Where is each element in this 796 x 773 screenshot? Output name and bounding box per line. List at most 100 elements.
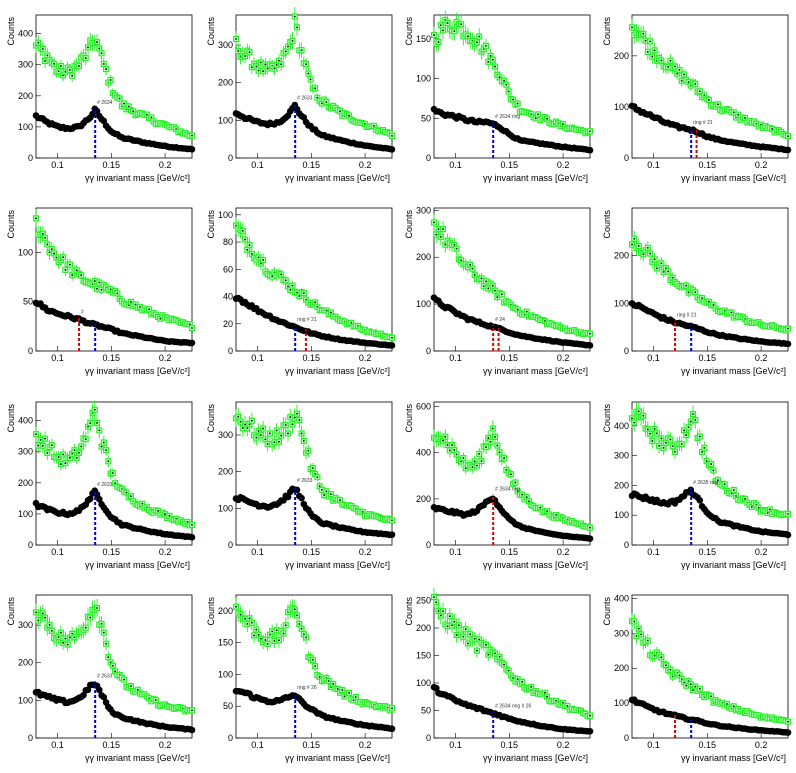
green-series-center	[671, 445, 674, 448]
green-series-center	[59, 463, 62, 466]
plot-frame	[35, 207, 193, 352]
black-series-point	[586, 146, 594, 154]
green-series-center	[127, 105, 130, 108]
green-series-center	[284, 279, 287, 282]
x-tick-label: 0.1	[251, 160, 264, 170]
black-series-point	[388, 531, 396, 538]
y-tick-label: 100	[218, 115, 233, 125]
green-series-center	[239, 613, 242, 616]
x-tick-label: 0.15	[501, 740, 519, 750]
green-series-center	[105, 449, 107, 452]
green-series-center	[62, 642, 65, 644]
x-tick-label: 0.2	[159, 353, 172, 363]
green-series-center	[669, 438, 672, 441]
y-tick-label: 100	[18, 695, 33, 705]
green-series-center	[154, 699, 157, 702]
green-series-center	[476, 41, 478, 44]
x-axis-label: γγ invariant mass [GeV/c²]	[85, 173, 190, 183]
plot-frame	[631, 14, 789, 159]
green-series-center	[336, 688, 339, 690]
black-series-point	[696, 497, 704, 504]
green-series-center	[307, 72, 310, 75]
y-tick-label: 100	[416, 678, 431, 688]
green-series-center	[62, 74, 65, 77]
y-tick-label: 200	[218, 78, 233, 88]
green-series-center	[348, 692, 350, 694]
chart-panel-16: 0 100 200 300 400 0.1 0.15 0.2 γγ invariant mass…	[602, 593, 792, 763]
green-series-center	[100, 445, 103, 448]
green-series-center	[296, 614, 298, 617]
green-series-center	[646, 639, 649, 642]
green-series-center	[64, 462, 67, 465]
green-series-center	[566, 705, 569, 707]
green-series-center	[255, 65, 258, 68]
y-tick-label: 200	[614, 480, 629, 490]
green-series-center	[473, 460, 476, 463]
y-tick-label: 200	[18, 91, 33, 101]
green-series-center	[494, 436, 496, 438]
green-series-center	[546, 117, 548, 120]
green-series-center	[50, 444, 53, 447]
green-series-center	[69, 636, 71, 639]
green-series-center	[439, 24, 442, 27]
green-series-center	[284, 424, 287, 426]
y-tick-label: 100	[218, 503, 233, 513]
y-tick-label: 100	[614, 102, 629, 112]
green-series-center	[435, 233, 438, 236]
green-series-center	[300, 432, 303, 435]
green-series-center	[191, 709, 193, 712]
green-series-center	[307, 449, 310, 452]
green-series-center	[53, 62, 55, 65]
y-axis-label: Counts	[6, 597, 16, 626]
green-series-center	[237, 50, 240, 52]
plot-frame	[631, 207, 789, 352]
green-series-center	[93, 408, 96, 411]
green-series-center	[309, 78, 312, 81]
green-series-center	[487, 60, 490, 63]
y-tick-label: 300	[218, 430, 233, 440]
green-series-center	[246, 622, 249, 625]
green-series-center	[130, 685, 132, 687]
green-series-center	[446, 444, 449, 446]
chart-panel-5: 0 50 100 0.1 0.15 0.2 γγ invariant mass [GeV/c…	[6, 207, 196, 376]
green-series-center	[118, 97, 121, 100]
x-tick-label: 0.1	[51, 547, 64, 557]
green-series-center	[391, 707, 393, 710]
black-series-point	[784, 531, 792, 539]
green-series-center	[41, 444, 44, 447]
green-series-center	[298, 623, 301, 625]
green-series-center	[287, 285, 289, 288]
green-series-center	[662, 446, 665, 449]
green-series-center	[442, 29, 444, 32]
green-series-center	[69, 263, 71, 266]
green-series-center	[248, 51, 251, 54]
green-series-center	[163, 513, 166, 516]
green-series-center	[300, 627, 303, 630]
y-tick-label: 400	[416, 448, 431, 458]
y-tick-label: 200	[218, 606, 233, 616]
green-series-center	[114, 670, 117, 673]
green-series-center	[546, 695, 548, 698]
green-series-center	[744, 117, 746, 119]
green-series-center	[662, 270, 665, 273]
plot-frame	[235, 14, 393, 159]
green-series-center	[246, 248, 249, 251]
y-tick-label: 200	[218, 467, 233, 477]
green-series-center	[669, 668, 672, 671]
peak-annotation: # 2634	[97, 100, 113, 106]
x-tick-label: 0.1	[51, 160, 64, 170]
green-series-center	[503, 663, 505, 666]
black-series-point	[96, 495, 103, 503]
green-series-center	[665, 664, 667, 667]
x-tick-label: 0.1	[449, 353, 462, 363]
y-tick-label: 0	[426, 733, 431, 743]
green-series-center	[284, 624, 287, 627]
y-axis-label: Counts	[206, 597, 216, 626]
green-series-center	[80, 274, 83, 277]
green-series-center	[646, 50, 649, 53]
green-series-center	[343, 695, 346, 698]
green-series-center	[665, 441, 667, 444]
green-series-center	[96, 287, 98, 290]
x-axis-label: γγ invariant mass [GeV/c²]	[285, 173, 390, 183]
